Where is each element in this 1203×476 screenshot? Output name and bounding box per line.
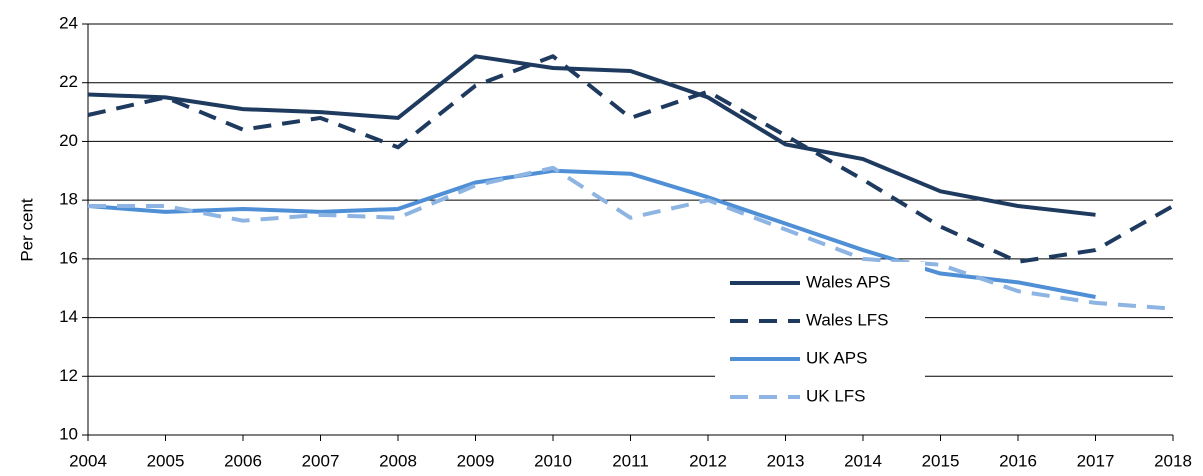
x-tick-label: 2014 (844, 451, 882, 470)
y-tick-label: 14 (59, 307, 78, 326)
y-tick-label: 12 (59, 366, 78, 385)
y-tick-label: 10 (59, 424, 78, 443)
x-tick-label: 2006 (224, 451, 262, 470)
x-tick-label: 2015 (922, 451, 960, 470)
y-axis-label: Per cent (17, 198, 36, 262)
legend-label: Wales LFS (806, 310, 889, 329)
x-tick-label: 2016 (999, 451, 1037, 470)
legend-label: UK LFS (806, 386, 866, 405)
x-tick-label: 2004 (69, 451, 107, 470)
x-tick-label: 2017 (1077, 451, 1115, 470)
x-tick-label: 2010 (534, 451, 572, 470)
series-line (87, 54, 1096, 217)
series-line (87, 54, 1174, 264)
x-tick-label: 2009 (457, 451, 495, 470)
x-tick-label: 2011 (612, 451, 649, 470)
x-tick-label: 2005 (147, 451, 185, 470)
x-tick-label: 2007 (302, 451, 340, 470)
x-tick-label: 2008 (379, 451, 417, 470)
y-tick-label: 16 (59, 248, 78, 267)
x-tick-label: 2013 (767, 451, 805, 470)
legend-label: Wales APS (806, 272, 890, 291)
series-line (88, 165, 1174, 311)
y-tick-label: 18 (59, 190, 78, 209)
x-tick-label: 2012 (689, 451, 727, 470)
y-tick-label: 24 (59, 13, 78, 32)
y-tick-label: 22 (59, 72, 78, 91)
y-tick-label: 20 (59, 131, 78, 150)
legend-label: UK APS (806, 348, 867, 367)
series-line (87, 168, 1096, 299)
x-tick-label: 2018 (1154, 451, 1192, 470)
legend-box (715, 262, 925, 418)
